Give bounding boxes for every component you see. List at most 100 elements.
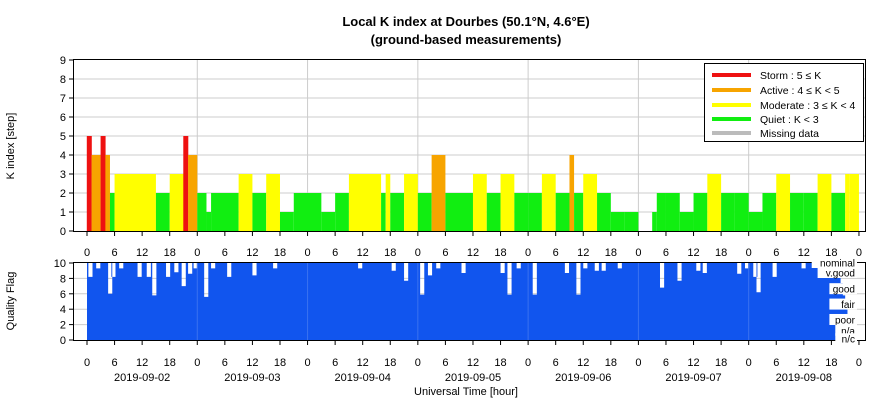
k-bar xyxy=(197,193,207,231)
k-bar xyxy=(211,193,239,231)
k-bar xyxy=(574,193,584,231)
k-bar xyxy=(652,212,657,231)
k-bar xyxy=(169,174,184,231)
k-bar xyxy=(404,174,418,231)
quality-plot-frame xyxy=(73,262,866,341)
k-bar xyxy=(321,212,336,231)
quality-level-label: n/c xyxy=(842,335,855,346)
k-bars xyxy=(86,136,859,231)
k-y-tick-label: 9 xyxy=(60,55,66,67)
quality-level-box xyxy=(811,257,857,268)
quality-x-tick-label: 0 xyxy=(304,357,310,369)
quality-y-ticks: 0 2 4 6 8 10 xyxy=(54,258,74,347)
k-bar xyxy=(206,212,212,231)
k-bar xyxy=(445,193,473,231)
k-x-tick-label: 6 xyxy=(222,247,228,259)
quality-x-tick-label: 18 xyxy=(825,357,837,369)
k-bar xyxy=(293,193,322,231)
k-x-tick-label: 0 xyxy=(84,247,90,259)
quality-level-box xyxy=(829,298,857,310)
k-bar xyxy=(831,193,846,231)
x-axis-label: Universal Time [hour] xyxy=(414,386,518,398)
k-bar xyxy=(790,193,804,231)
k-x-tick-label: 0 xyxy=(415,247,421,259)
quality-x-tick-label: 18 xyxy=(274,357,286,369)
quality-level-label: n/a xyxy=(841,326,855,337)
quality-x-tick-label: 18 xyxy=(164,357,176,369)
k-x-tick-label: 18 xyxy=(384,247,396,259)
k-x-ticks: 0 6 12 18 0 6 12 18 0 6 12 18 0 6 12 18 0 6 12 18 0 6 12 18 0 6 12… xyxy=(84,231,862,259)
k-bar xyxy=(610,212,625,231)
k-bar xyxy=(238,174,253,231)
k-bar xyxy=(528,193,542,231)
k-x-tick-label: 6 xyxy=(332,247,338,259)
quality-x-tick-label: 6 xyxy=(112,357,118,369)
k-bar xyxy=(555,193,570,231)
k-bar xyxy=(91,155,101,231)
k-x-tick-label: 18 xyxy=(715,247,727,259)
k-bar xyxy=(417,193,432,231)
k-y-tick-label: 1 xyxy=(60,207,66,219)
quality-x-tick-label: 0 xyxy=(84,357,90,369)
quality-y-axis-label: Quality Flag xyxy=(5,272,17,331)
k-x-tick-label: 0 xyxy=(525,247,531,259)
quality-x-tick-label: 0 xyxy=(746,357,752,369)
quality-x-tick-label: 0 xyxy=(856,357,862,369)
k-x-tick-label: 6 xyxy=(773,247,779,259)
k-bar xyxy=(335,193,349,231)
k-x-tick-label: 12 xyxy=(467,247,479,259)
k-bar xyxy=(707,174,722,231)
k-x-tick-label: 12 xyxy=(687,247,699,259)
k-bar xyxy=(100,136,106,231)
quality-level-label: v.good xyxy=(826,269,855,280)
quality-level-box xyxy=(835,333,857,345)
k-bar xyxy=(486,193,501,231)
k-bar xyxy=(431,155,446,231)
k-bar xyxy=(721,193,735,231)
k-plot-frame xyxy=(73,59,866,232)
quality-level-nominal: nominal xyxy=(811,257,857,270)
k-x-tick-label: 6 xyxy=(663,247,669,259)
quality-level-label: nominal xyxy=(820,259,855,270)
quality-x-tick-label: 6 xyxy=(332,357,338,369)
date-label: 2019-09-06 xyxy=(555,372,611,384)
k-y-tick-label: 7 xyxy=(60,93,66,105)
k-bar xyxy=(583,174,598,231)
quality-x-tick-label: 6 xyxy=(663,357,669,369)
quality-x-tick-label: 0 xyxy=(525,357,531,369)
quality-x-tick-label: 6 xyxy=(553,357,559,369)
quality-x-tick-label: 0 xyxy=(415,357,421,369)
k-bar xyxy=(155,193,170,231)
k-x-tick-label: 18 xyxy=(274,247,286,259)
k-bar xyxy=(693,193,708,231)
k-bar xyxy=(472,174,487,231)
quality-day-lines xyxy=(196,263,750,340)
k-bar xyxy=(569,155,575,231)
date-label: 2019-09-08 xyxy=(776,372,832,384)
date-label: 2019-09-04 xyxy=(335,372,391,384)
quality-level-label: good xyxy=(833,285,855,296)
k-y-tick-label: 0 xyxy=(60,226,66,238)
k-y-axis-label: K index [step] xyxy=(5,113,17,180)
quality-x-tick-label: 12 xyxy=(136,357,148,369)
quality-x-tick-label: 18 xyxy=(605,357,617,369)
legend: Storm : 5 ≤ K Active : 4 ≤ K < 5 Moderat… xyxy=(704,63,864,142)
k-y-tick-label: 6 xyxy=(60,112,66,124)
quality-level-fair: fair xyxy=(829,298,857,311)
quality-x-ticks: 0 6 12 18 0 6 12 18 0 6 12 18 0 6 12 18 0 6 12 18 0 6 12 18 0 6 12… xyxy=(84,340,862,369)
quality-level-label: poor xyxy=(835,315,856,326)
legend-label-moderate: Moderate : 3 ≤ K < 4 xyxy=(760,100,856,112)
k-x-tick-label: 12 xyxy=(246,247,258,259)
legend-label-missing: Missing data xyxy=(760,128,819,140)
quality-level-good: good xyxy=(829,283,857,296)
quality-x-tick-label: 18 xyxy=(715,357,727,369)
k-bar xyxy=(279,212,294,231)
k-y-tick-label: 5 xyxy=(60,131,66,143)
k-x-tick-label: 12 xyxy=(357,247,369,259)
k-x-tick-label: 0 xyxy=(304,247,310,259)
quality-level-na: n/a xyxy=(835,324,857,337)
k-x-tick-label: 0 xyxy=(856,247,862,259)
chart-subtitle: (ground-based measurements) xyxy=(371,32,562,47)
k-bar xyxy=(656,193,666,231)
